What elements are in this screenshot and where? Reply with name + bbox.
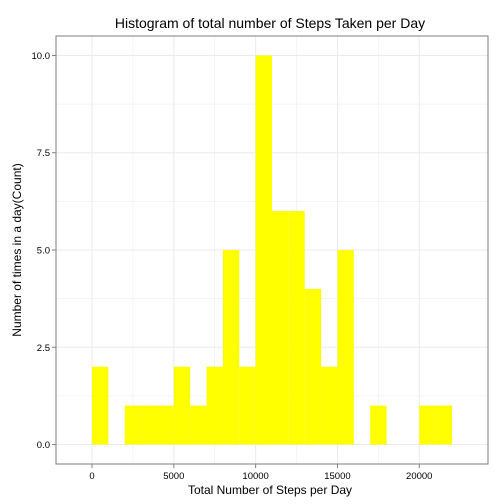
x-tick-label: 10000 [242,471,268,482]
y-tick-label: 5.0 [37,246,50,257]
histogram-bar [288,211,305,445]
histogram-bar [370,405,387,445]
histogram-bar [92,366,109,445]
histogram-bar [255,55,272,445]
histogram-bar [304,288,322,445]
histogram-bar [321,366,338,445]
histogram-bar [239,366,256,445]
y-tick-label: 7.5 [37,148,50,159]
histogram-bars [92,55,452,445]
y-axis-title: Number of times in a day(Count) [10,163,24,336]
histogram-bar [157,405,174,445]
histogram-bar [190,405,207,445]
y-tick-label: 10.0 [32,51,51,62]
histogram-bar [222,250,240,445]
y-tick-label: 0.0 [37,440,50,451]
histogram-bar [141,405,158,445]
x-tick-label: 0 [89,471,94,482]
x-tick-label: 20000 [406,471,432,482]
x-axis-title: Total Number of Steps per Day [188,483,352,497]
histogram-bar [124,405,142,445]
histogram-bar [206,366,223,445]
histogram-bar [337,250,354,445]
histogram-bar [272,211,289,445]
x-tick-label: 15000 [324,471,350,482]
axes: 0 5000 10000 15000 20000 0.0 2.5 5.0 7.5 10.0 [32,35,489,482]
chart-title: Histogram of total number of Steps Taken… [115,15,425,31]
histogram-bar [435,405,452,445]
histogram-bar [173,366,191,445]
histogram-bar [419,405,436,445]
y-tick-label: 2.5 [37,343,50,354]
x-tick-label: 5000 [163,471,184,482]
